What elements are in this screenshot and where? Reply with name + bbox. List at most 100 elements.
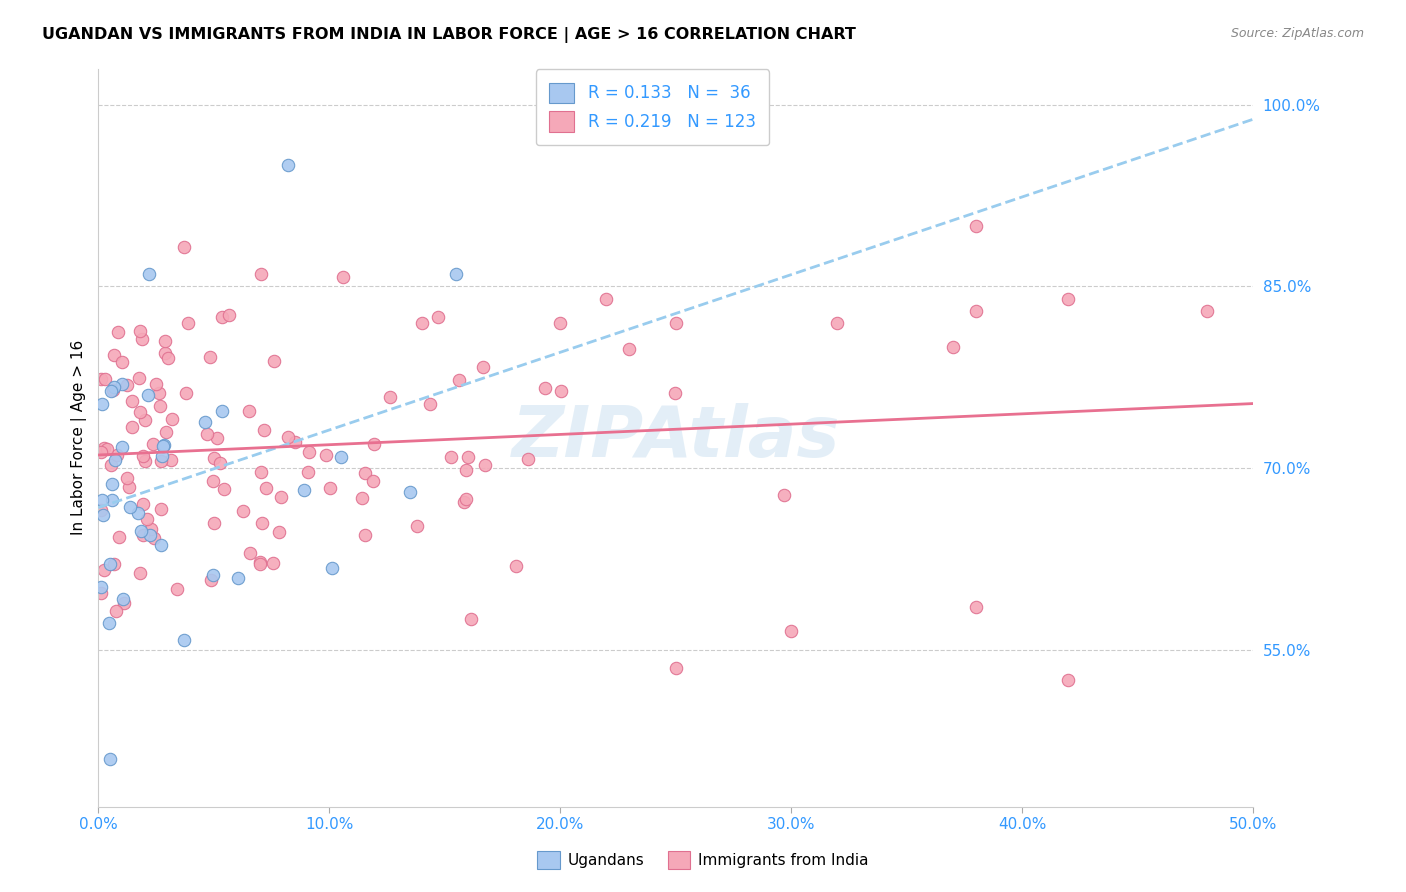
Point bbox=[446, 268, 468, 282]
Point bbox=[108, 530, 131, 544]
Text: ZIPAtlas: ZIPAtlas bbox=[512, 403, 839, 472]
Point bbox=[209, 457, 232, 471]
Point bbox=[454, 491, 477, 506]
Point bbox=[104, 452, 127, 467]
Point bbox=[142, 531, 165, 545]
Point bbox=[262, 556, 284, 570]
Point bbox=[90, 580, 112, 594]
Point bbox=[129, 405, 152, 419]
Point bbox=[232, 504, 254, 518]
Point bbox=[103, 348, 125, 362]
Point bbox=[350, 491, 373, 505]
Point bbox=[135, 512, 157, 526]
Point bbox=[129, 524, 152, 539]
Point bbox=[226, 570, 249, 584]
Point bbox=[90, 493, 112, 508]
Point bbox=[118, 500, 141, 514]
Point bbox=[249, 267, 271, 281]
Point bbox=[100, 384, 122, 399]
Point bbox=[595, 292, 617, 306]
Point bbox=[218, 308, 240, 322]
Point bbox=[239, 546, 262, 560]
Point bbox=[533, 380, 555, 394]
Point bbox=[827, 316, 849, 330]
Point bbox=[149, 538, 172, 552]
Point bbox=[90, 372, 112, 386]
Point bbox=[550, 384, 572, 398]
Point bbox=[457, 450, 479, 465]
Point bbox=[332, 270, 354, 285]
Point bbox=[101, 492, 124, 507]
Point bbox=[101, 476, 124, 491]
Point bbox=[149, 454, 172, 468]
Point bbox=[138, 268, 160, 282]
Point bbox=[1057, 292, 1080, 306]
Point bbox=[139, 528, 162, 542]
Point bbox=[98, 557, 121, 571]
Legend: R = 0.133   N =  36, R = 0.219   N = 123: R = 0.133 N = 36, R = 0.219 N = 123 bbox=[536, 70, 769, 145]
Point bbox=[141, 436, 163, 450]
Point bbox=[212, 482, 235, 496]
Point bbox=[292, 483, 315, 497]
Point bbox=[91, 397, 114, 411]
Point bbox=[254, 481, 277, 495]
Point bbox=[101, 384, 124, 398]
Point bbox=[111, 355, 134, 369]
Point bbox=[664, 386, 686, 401]
Point bbox=[150, 450, 173, 464]
Point bbox=[100, 458, 122, 472]
Point bbox=[153, 346, 176, 360]
Point bbox=[965, 303, 987, 318]
Point bbox=[426, 310, 449, 324]
Point bbox=[105, 448, 128, 462]
Point bbox=[127, 506, 149, 520]
Point bbox=[780, 624, 803, 639]
Point bbox=[773, 487, 796, 501]
Point bbox=[665, 316, 688, 330]
Point bbox=[194, 415, 217, 429]
Point bbox=[115, 471, 138, 485]
Point bbox=[107, 325, 129, 339]
Point bbox=[152, 439, 174, 453]
Point bbox=[198, 350, 221, 364]
Point bbox=[447, 373, 470, 387]
Point bbox=[129, 566, 152, 580]
Point bbox=[166, 582, 188, 596]
Point bbox=[965, 219, 987, 233]
Point bbox=[411, 316, 433, 330]
Point bbox=[118, 480, 141, 494]
Point bbox=[472, 359, 495, 374]
Point bbox=[115, 378, 138, 392]
Point bbox=[474, 458, 496, 472]
Point bbox=[297, 465, 319, 479]
Point bbox=[162, 411, 184, 425]
Point bbox=[94, 372, 117, 386]
Point bbox=[361, 474, 384, 488]
Point bbox=[111, 377, 134, 392]
Point bbox=[149, 399, 172, 413]
Point bbox=[93, 563, 115, 577]
Point bbox=[250, 516, 273, 530]
Point bbox=[267, 525, 290, 540]
Point bbox=[155, 334, 177, 348]
Point bbox=[173, 240, 195, 254]
Point bbox=[160, 453, 183, 467]
Point bbox=[277, 430, 299, 444]
Point bbox=[453, 495, 475, 509]
Point bbox=[548, 316, 571, 330]
Point bbox=[150, 502, 173, 516]
Point bbox=[174, 386, 197, 401]
Point bbox=[121, 393, 143, 408]
Point bbox=[202, 516, 225, 530]
Point bbox=[200, 573, 222, 587]
Point bbox=[419, 397, 441, 411]
Point bbox=[131, 497, 153, 511]
Point bbox=[91, 508, 114, 522]
Point bbox=[103, 557, 125, 571]
Point bbox=[111, 440, 134, 454]
Point bbox=[132, 528, 155, 542]
Point bbox=[128, 371, 150, 385]
Point bbox=[406, 518, 429, 533]
Text: Source: ZipAtlas.com: Source: ZipAtlas.com bbox=[1230, 27, 1364, 40]
Point bbox=[205, 431, 228, 445]
